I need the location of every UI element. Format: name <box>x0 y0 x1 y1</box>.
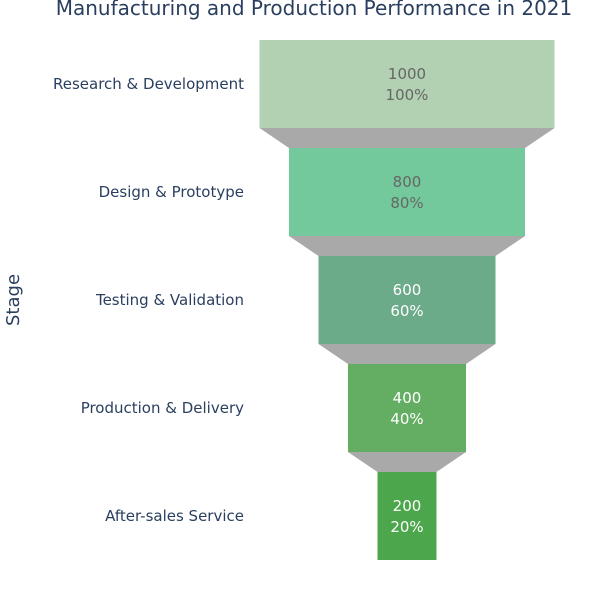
funnel-bars <box>259 40 555 560</box>
connector-testing-and-validation <box>318 344 496 364</box>
funnel-bar-production-and-delivery[interactable] <box>348 364 466 452</box>
funnel-bar-after-sales-service[interactable] <box>377 472 437 560</box>
category-labels: Research & Development Design & Prototype… <box>53 75 244 525</box>
value-label-testing-and-validation: 600 <box>393 281 422 299</box>
funnel-bar-design-and-prototype[interactable] <box>289 148 525 236</box>
connector-production-and-delivery <box>348 452 466 472</box>
funnel-bar-testing-and-validation[interactable] <box>318 256 496 344</box>
percent-label-research-and-development: 100% <box>386 86 429 104</box>
percent-label-testing-and-validation: 60% <box>390 302 423 320</box>
value-label-design-and-prototype: 800 <box>393 173 422 191</box>
value-label-research-and-development: 1000 <box>388 65 426 83</box>
category-label-design-and-prototype: Design & Prototype <box>99 183 244 201</box>
value-labels: 1000 100% 800 80% 600 60% 400 40% 200 20% <box>386 65 429 536</box>
value-label-production-and-delivery: 400 <box>393 389 422 407</box>
percent-label-after-sales-service: 20% <box>390 518 423 536</box>
connector-research-and-development <box>259 128 555 148</box>
category-label-research-and-development: Research & Development <box>53 75 244 93</box>
funnel-bar-research-and-development[interactable] <box>259 40 555 128</box>
category-label-testing-and-validation: Testing & Validation <box>95 291 244 309</box>
connector-design-and-prototype <box>289 236 525 256</box>
chart-title: Manufacturing and Production Performance… <box>56 0 573 20</box>
y-axis-title: Stage <box>3 274 24 326</box>
category-label-production-and-delivery: Production & Delivery <box>81 399 244 417</box>
value-label-after-sales-service: 200 <box>393 497 422 515</box>
category-label-after-sales-service: After-sales Service <box>105 507 244 525</box>
funnel-connectors <box>259 128 555 472</box>
percent-label-design-and-prototype: 80% <box>390 194 423 212</box>
percent-label-production-and-delivery: 40% <box>390 410 423 428</box>
